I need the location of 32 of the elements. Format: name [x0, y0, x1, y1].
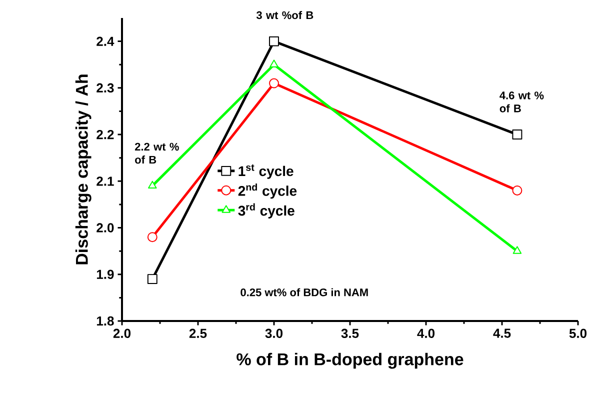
x-tick-label: 3.5: [341, 328, 359, 338]
point: [512, 130, 522, 140]
x-tick-label: 4.5: [493, 328, 511, 338]
y-tick-label: 2.0: [96, 223, 114, 232]
point: [269, 36, 279, 46]
x-tick-label: 3.0: [265, 328, 283, 338]
legend-label: 3$^{rd}$ cycle: [238, 203, 294, 218]
point: [512, 185, 522, 196]
annotation: 2.2 wt % of B: [134, 142, 179, 164]
point: [147, 232, 158, 242]
point: [147, 274, 158, 284]
y-tick-label: 2.4: [96, 36, 114, 46]
x-tick-label: 5.0: [569, 328, 587, 338]
point: [148, 180, 157, 189]
y-tick-label: 1.8: [96, 316, 114, 326]
x-axis-title: % of B in B-doped graphene: [236, 352, 464, 369]
y-tick-label: 2.2: [96, 130, 114, 140]
x-tick-label: 2.5: [189, 328, 207, 338]
y-axis-title: Discharge capacity / Ah: [75, 74, 92, 264]
point: [269, 78, 279, 88]
annotation: 3 wt %of B: [256, 11, 314, 20]
legend-label: 2$^{nd}$ cycle: [238, 183, 297, 199]
annotation: 4.6 wt % of B: [500, 92, 544, 112]
y-tick-label: 2.3: [96, 83, 114, 93]
annotation: 0.25 wt% of BDG in NAM: [240, 288, 368, 296]
y-tick-label: 1.9: [96, 270, 114, 279]
legend-label: 1$^{st}$ cycle: [238, 164, 294, 179]
point: [512, 246, 522, 254]
x-tick-label: 2.0: [113, 328, 131, 338]
y-tick-label: 2.1: [96, 176, 114, 186]
point: [270, 60, 278, 68]
x-tick-label: 4.0: [417, 328, 435, 338]
